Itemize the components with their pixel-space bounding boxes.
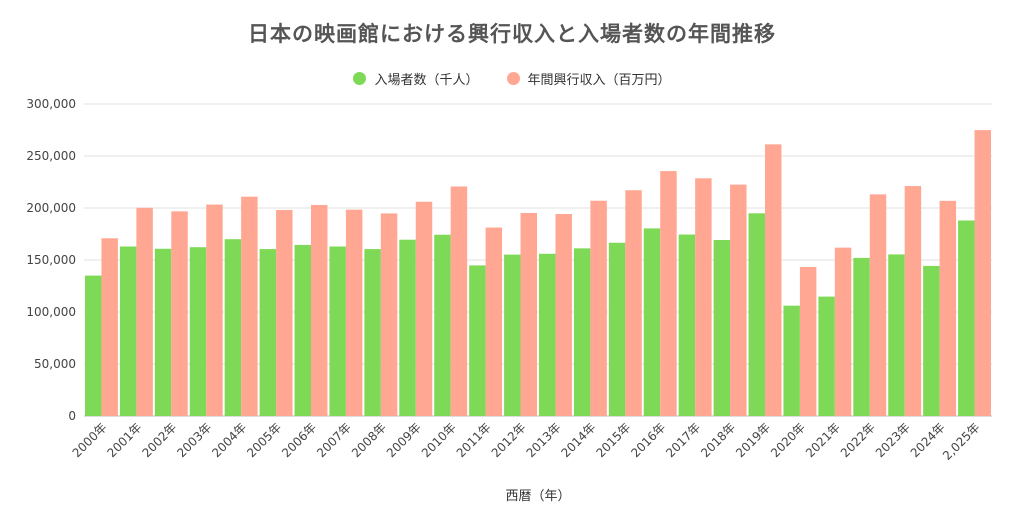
- bar-attendance: [783, 305, 800, 416]
- x-tick-label: 2012年: [489, 420, 529, 460]
- x-tick-label: 2020年: [768, 420, 808, 460]
- bar-revenue: [206, 204, 223, 416]
- bar-revenue: [101, 238, 118, 416]
- x-tick-label: 2011年: [454, 420, 494, 460]
- bar-revenue: [415, 201, 433, 416]
- x-tick-label: 2022年: [838, 420, 878, 460]
- bar-revenue: [869, 194, 887, 416]
- bar-attendance: [469, 265, 486, 416]
- x-tick-label: 2015年: [593, 420, 633, 460]
- bar-revenue: [276, 209, 293, 416]
- bar-attendance: [853, 257, 870, 416]
- x-tick-label: 2000年: [70, 420, 110, 460]
- x-tick-label: 2016年: [628, 420, 668, 460]
- bar-revenue: [695, 178, 712, 416]
- bar-revenue: [590, 200, 607, 416]
- bar-revenue: [939, 200, 957, 416]
- bar-attendance: [85, 275, 102, 416]
- x-tick-label: 2008年: [349, 420, 389, 460]
- bar-revenue: [485, 227, 503, 416]
- bar-revenue: [974, 130, 991, 416]
- y-tick-label: 0: [68, 409, 76, 423]
- bar-revenue: [799, 266, 817, 416]
- x-tick-label: 2001年: [105, 420, 145, 460]
- bar-attendance: [504, 254, 521, 416]
- bar-attendance: [573, 248, 591, 416]
- bar-revenue: [450, 186, 468, 416]
- x-tick-label: 2014年: [559, 420, 599, 460]
- x-tick-label: 2021年: [803, 420, 843, 460]
- x-tick-label: 2003年: [174, 420, 214, 460]
- y-tick-label: 250,000: [26, 149, 76, 163]
- legend: 入場者数（千人） 年間興行収入（百万円）: [0, 69, 1024, 88]
- x-tick-label: 2009年: [384, 420, 424, 460]
- bar-revenue: [380, 213, 398, 416]
- bar-revenue: [834, 247, 852, 416]
- bar-revenue: [730, 184, 747, 416]
- x-axis-title: 西暦（年）: [505, 489, 570, 504]
- bar-attendance: [678, 234, 696, 416]
- x-tick-label: 2004年: [209, 420, 249, 460]
- bar-attendance: [539, 253, 556, 416]
- x-tick-label: 2010年: [419, 420, 459, 460]
- bar-attendance: [189, 247, 207, 416]
- x-tick-label: 2013年: [524, 420, 564, 460]
- y-tick-label: 50,000: [34, 357, 76, 371]
- bar-attendance: [224, 239, 242, 416]
- bar-attendance: [818, 296, 835, 416]
- bar-attendance: [888, 254, 905, 416]
- bar-attendance: [399, 239, 416, 416]
- bar-revenue: [625, 190, 642, 416]
- bar-revenue: [904, 186, 922, 416]
- bar-attendance: [294, 244, 311, 416]
- legend-item-revenue[interactable]: 年間興行収入（百万円）: [506, 69, 671, 88]
- bar-revenue: [311, 204, 328, 416]
- legend-item-attendance[interactable]: 入場者数（千人）: [353, 69, 479, 88]
- bar-attendance: [608, 242, 626, 416]
- y-tick-label: 300,000: [26, 97, 76, 111]
- bar-attendance: [713, 240, 731, 416]
- x-tick-label: 2006年: [279, 420, 319, 460]
- x-tick-label: 2007年: [314, 420, 354, 460]
- x-tick-label: 2018年: [698, 420, 738, 460]
- bar-attendance: [434, 234, 451, 416]
- y-tick-label: 150,000: [26, 253, 76, 267]
- bar-attendance: [958, 220, 975, 416]
- bar-attendance: [748, 213, 765, 416]
- bar-revenue: [171, 211, 188, 416]
- y-tick-label: 200,000: [26, 201, 76, 215]
- x-tick-label: 2023年: [873, 420, 913, 460]
- x-tick-label: 2005年: [244, 420, 284, 460]
- bar-attendance: [364, 249, 381, 416]
- bar-revenue: [345, 209, 363, 416]
- bar-attendance: [119, 246, 137, 416]
- legend-marker-attendance: [353, 72, 367, 85]
- y-tick-label: 100,000: [26, 305, 76, 319]
- bar-revenue: [136, 207, 153, 416]
- bar-attendance: [154, 248, 172, 416]
- chart-title: 日本の映画館における興行収入と入場者数の年間推移: [248, 22, 776, 46]
- bar-attendance: [923, 265, 940, 416]
- x-tick-label: 2002年: [139, 420, 179, 460]
- bar-revenue: [765, 144, 782, 417]
- legend-label-revenue: 年間興行収入（百万円）: [527, 73, 671, 88]
- bar-revenue: [241, 196, 258, 416]
- x-tick-label: 2,025年: [940, 420, 983, 463]
- x-tick-label: 2017年: [663, 420, 703, 460]
- bar-revenue: [520, 212, 537, 416]
- x-tick-label: 2019年: [733, 420, 773, 460]
- bar-attendance: [329, 246, 346, 416]
- legend-marker-revenue: [506, 72, 520, 85]
- legend-label-attendance: 入場者数（千人）: [374, 73, 479, 88]
- bar-revenue: [660, 171, 677, 416]
- bar-attendance: [259, 249, 277, 416]
- bar-revenue: [555, 214, 572, 416]
- bar-attendance: [643, 228, 661, 416]
